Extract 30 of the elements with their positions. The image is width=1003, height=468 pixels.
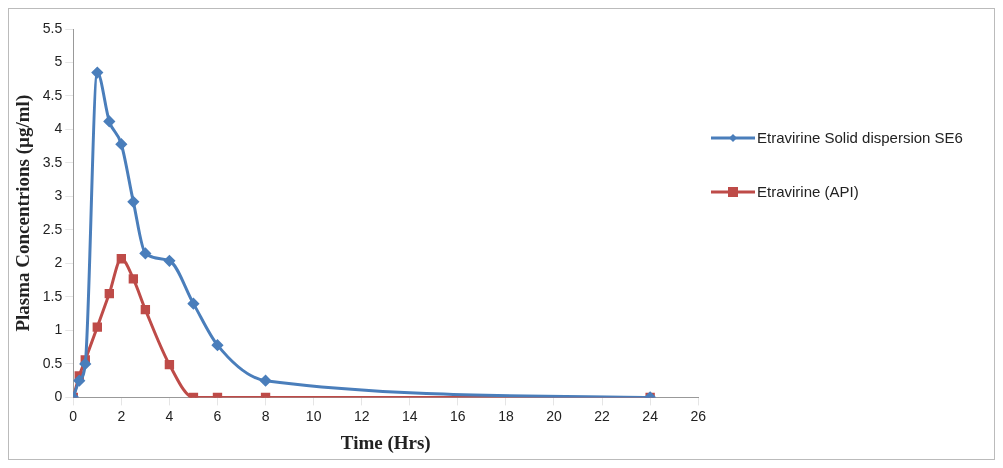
y-tick-label: 4.5 bbox=[42, 86, 63, 103]
x-tick-label: 16 bbox=[450, 407, 466, 424]
y-tick-label: 3 bbox=[54, 187, 63, 204]
legend-label: Etravirine (API) bbox=[757, 183, 859, 201]
y-tick-label: 4 bbox=[54, 120, 63, 137]
x-tick-label: 0 bbox=[69, 407, 78, 424]
y-tick-label: 2.5 bbox=[42, 220, 63, 237]
y-tick-label: 0.5 bbox=[42, 354, 63, 371]
x-tick-label: 6 bbox=[213, 407, 222, 424]
x-tick-label: 8 bbox=[261, 407, 270, 424]
y-tick-label: 5.5 bbox=[42, 19, 63, 36]
x-tick-label: 12 bbox=[353, 407, 370, 424]
y-axis-title: Plasma Concentrions (µg/ml) bbox=[12, 94, 35, 332]
x-tick-label: 10 bbox=[305, 407, 322, 424]
x-axis-title: Time (Hrs) bbox=[340, 431, 431, 454]
y-tick-label: 2 bbox=[54, 254, 63, 271]
legend-label: Etravirine Solid dispersion SE6 bbox=[757, 129, 963, 147]
x-tick-label: 18 bbox=[498, 407, 514, 424]
x-tick-label: 2 bbox=[117, 407, 126, 424]
x-tick-label: 4 bbox=[165, 407, 174, 424]
x-tick-label: 24 bbox=[642, 407, 659, 424]
x-tick-label: 20 bbox=[546, 407, 562, 424]
y-tick-label: 3.5 bbox=[42, 153, 63, 170]
y-tick-label: 5 bbox=[54, 53, 63, 70]
x-tick-label: 22 bbox=[594, 407, 611, 424]
y-tick-label: 1 bbox=[54, 321, 63, 338]
y-tick-label: 0 bbox=[54, 388, 63, 405]
x-tick-label: 14 bbox=[401, 407, 418, 424]
x-tick-label: 26 bbox=[690, 407, 707, 424]
y-tick-label: 1.5 bbox=[42, 287, 63, 304]
